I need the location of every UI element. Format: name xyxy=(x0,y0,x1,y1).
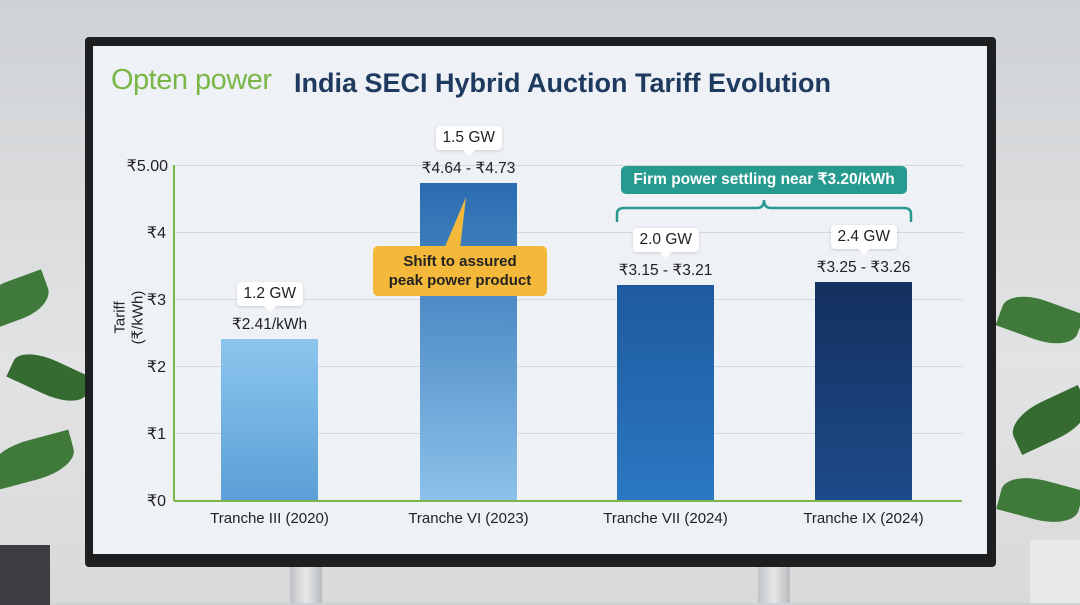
callout-line: Shift to assured xyxy=(403,253,517,270)
y-tick-label: ₹2 xyxy=(146,359,166,376)
y-tick-label: ₹1 xyxy=(146,426,166,443)
y-axis xyxy=(173,165,175,501)
x-tick-label: Tranche IX (2024) xyxy=(803,510,924,527)
logo: Opten power xyxy=(111,64,272,96)
gridline xyxy=(175,433,963,434)
x-tick-label: Tranche VI (2023) xyxy=(408,510,529,527)
plant-leaf xyxy=(995,287,1080,353)
chart-title: India SECI Hybrid Auction Tariff Evoluti… xyxy=(294,68,832,98)
gridline xyxy=(175,299,963,300)
bar xyxy=(420,183,517,500)
plant-pot xyxy=(1030,540,1080,603)
y-tick-label: ₹4 xyxy=(146,225,166,242)
bar xyxy=(815,281,912,500)
value-label: ₹4.64 - ₹4.73 xyxy=(421,160,516,178)
callout-pointer xyxy=(444,197,466,249)
plant-leaf xyxy=(0,429,79,491)
capacity-label: 1.5 GW xyxy=(435,126,503,157)
y-axis-title: Tariff (₹/kWh) xyxy=(111,290,147,345)
y-tick-label: ₹3 xyxy=(146,292,166,309)
capacity-label: 2.0 GW xyxy=(632,227,700,258)
plant-pot xyxy=(0,545,50,605)
plant-leaf xyxy=(0,269,55,331)
plant-leaf xyxy=(1005,384,1080,456)
value-label: ₹3.25 - ₹3.26 xyxy=(816,258,911,276)
bracket-annotation: Firm power settling near ₹3.20/kWh xyxy=(621,166,907,194)
bar xyxy=(221,338,318,500)
gridline xyxy=(175,232,963,233)
capacity-label: 2.4 GW xyxy=(830,224,898,255)
capacity-label: 1.2 GW xyxy=(236,281,304,312)
plant-leaf xyxy=(996,470,1080,530)
callout-annotation: Shift to assured peak power product xyxy=(373,246,547,296)
x-tick-label: Tranche III (2020) xyxy=(210,510,329,527)
x-tick-label: Tranche VII (2024) xyxy=(603,510,728,527)
plant-leaf xyxy=(6,344,94,411)
monitor-stand xyxy=(290,565,322,603)
y-tick-label: ₹0 xyxy=(146,493,166,510)
gridline xyxy=(175,165,963,166)
x-axis xyxy=(174,500,962,502)
value-label: ₹3.15 - ₹3.21 xyxy=(618,261,713,279)
gridline xyxy=(175,366,963,367)
bracket xyxy=(615,199,913,222)
bar xyxy=(617,284,714,500)
monitor-stand xyxy=(758,565,790,603)
value-label: ₹2.41/kWh xyxy=(231,315,308,333)
y-tick-label: ₹5.00 xyxy=(126,158,168,175)
callout-line: peak power product xyxy=(388,272,532,289)
